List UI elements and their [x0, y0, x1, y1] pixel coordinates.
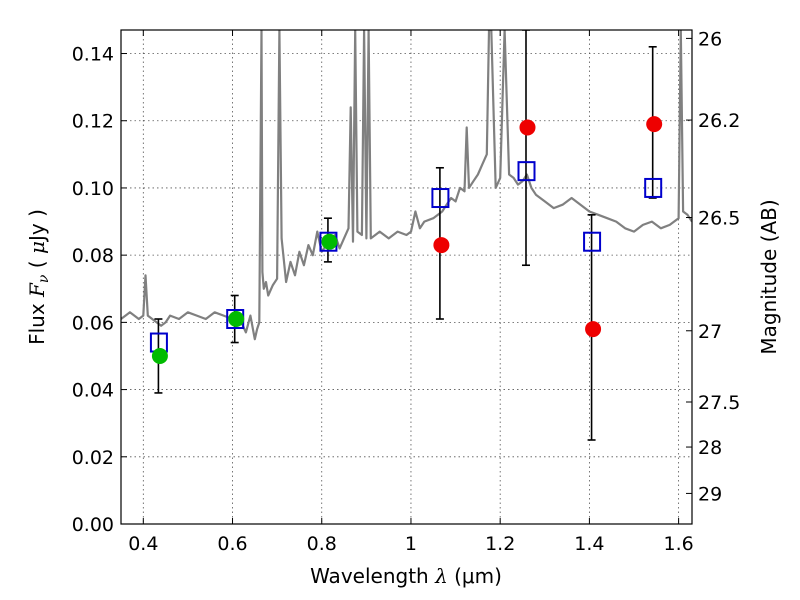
- detection-point: [321, 233, 338, 250]
- x-tick-label: 1: [405, 533, 417, 555]
- detection-point: [151, 347, 168, 364]
- x-tick-label: 0.4: [128, 533, 158, 555]
- y2-tick-label: 26.5: [698, 208, 740, 230]
- sed-model-line: [121, 30, 692, 341]
- y2-tick-label: 28: [698, 437, 722, 459]
- y2-tick-label: 26.2: [698, 110, 740, 132]
- x-tick-label: 0.6: [217, 533, 247, 555]
- y2-tick-label: 27: [698, 321, 722, 343]
- x-tick-label: 1.4: [574, 533, 604, 555]
- model-photometry-point: [644, 177, 663, 198]
- y-tick-label: 0.12: [72, 111, 114, 133]
- nondetection-point: [519, 119, 536, 136]
- y-tick-label: 0.04: [72, 380, 114, 402]
- y-tick-label: 0.14: [72, 44, 114, 66]
- y-axis-label: Flux Fν ( μJy ): [25, 209, 52, 345]
- axis-ticks: 0.4 0.6 0.8 1 1.2 1.4 1.6 0.00 0.02 0.04 0.06 0.08 0…: [72, 28, 741, 555]
- y2-tick-label: 27.5: [698, 392, 740, 414]
- grid: [121, 30, 692, 525]
- detection-point: [228, 311, 245, 328]
- x-tick-label: 1.2: [485, 533, 515, 555]
- y-tick-label: 0.08: [72, 245, 114, 267]
- nondetection-point: [433, 237, 450, 254]
- y-tick-label: 0.00: [72, 514, 114, 536]
- model-photometry-point: [583, 231, 602, 252]
- x-tick-label: 0.8: [307, 533, 337, 555]
- x-tick-label: 1.6: [664, 533, 694, 555]
- y2-tick-label: 26: [698, 28, 722, 50]
- model-photometry-point: [517, 161, 536, 182]
- y2-tick-label: 29: [698, 483, 722, 505]
- plot-frame: [120, 29, 693, 525]
- y-tick-label: 0.02: [72, 447, 114, 469]
- nondetection-point: [585, 321, 602, 338]
- plot-area: [121, 30, 692, 441]
- y2-axis-label: Magnitude (AB): [757, 199, 781, 354]
- model-photometry-point: [431, 188, 450, 209]
- x-axis-label: Wavelength λ (μm): [310, 564, 502, 588]
- nondetection-point: [646, 116, 663, 133]
- y-tick-label: 0.06: [72, 312, 114, 334]
- y-tick-label: 0.10: [72, 178, 114, 200]
